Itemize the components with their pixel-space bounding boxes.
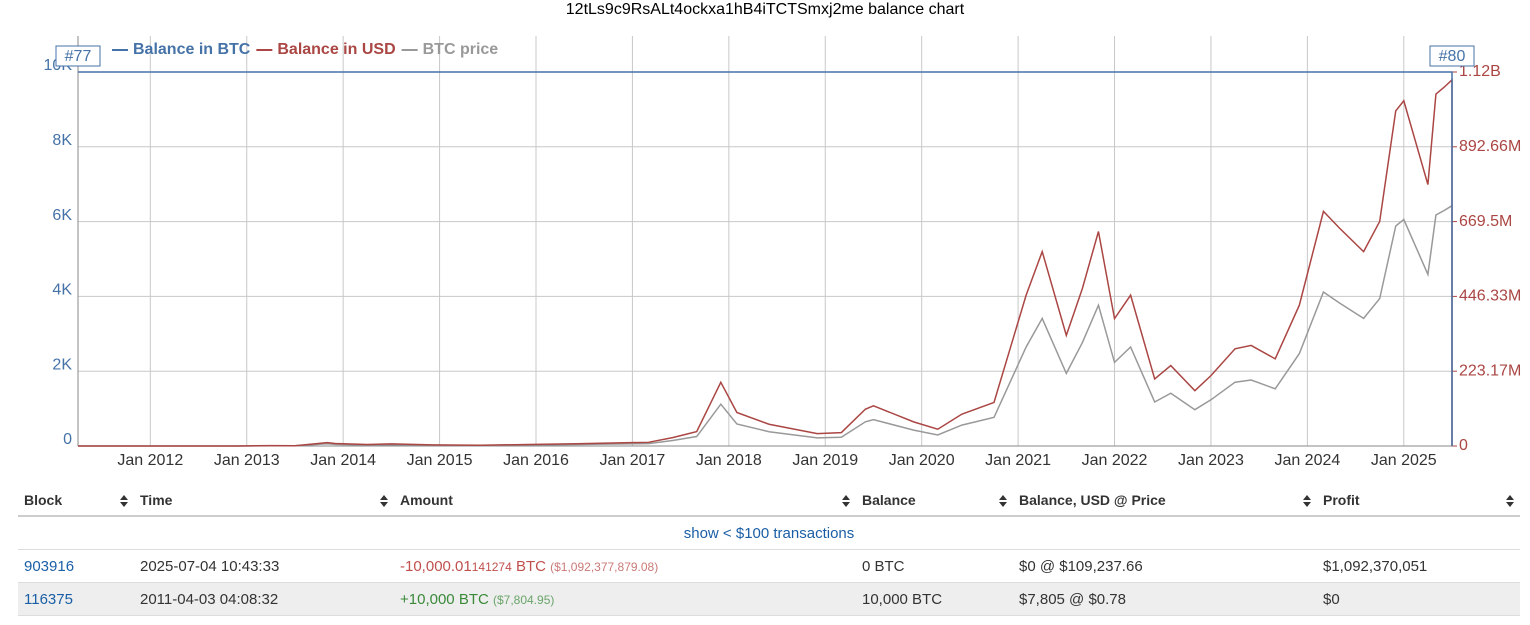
- x-tick-label: Jan 2020: [889, 452, 955, 469]
- header-row: Block Time Amount Balance Balance, USD @…: [18, 485, 1520, 517]
- amount-unit: BTC: [515, 557, 546, 575]
- x-tick-label: Jan 2021: [985, 452, 1051, 469]
- x-tick-label: Jan 2012: [117, 452, 183, 469]
- profit: $1,092,370,051: [1317, 549, 1520, 583]
- y-tick-label: 0: [63, 431, 72, 448]
- legend-label: Balance in BTC: [133, 41, 251, 58]
- col-header[interactable]: Balance, USD @ Price: [1013, 485, 1317, 517]
- show-row: show < $100 transactions: [18, 516, 1520, 550]
- amount-usd: ($1,092,377,879.08): [550, 559, 659, 574]
- x-tick-label: Jan 2024: [1274, 452, 1340, 469]
- legend-label: Balance in USD: [277, 41, 395, 58]
- transactions-table: Block Time Amount Balance Balance, USD @…: [18, 485, 1520, 616]
- y-tick-label: 4K: [52, 282, 72, 299]
- legend-label: BTC price: [423, 41, 499, 58]
- y2-tick-label: 669.5M: [1459, 213, 1512, 230]
- x-tick-label: Jan 2016: [503, 452, 569, 469]
- annotation-box: [55, 45, 101, 67]
- x-tick-label: Jan 2013: [214, 452, 280, 469]
- series-line: [78, 71, 1453, 446]
- series-line: [77, 78, 1453, 447]
- x-tick-label: Jan 2019: [792, 452, 858, 469]
- block-link[interactable]: 116375: [24, 590, 73, 608]
- balance-usd: $0 @ $109,237.66: [1013, 549, 1317, 583]
- x-tick-label: Jan 2023: [1178, 452, 1244, 469]
- block-link[interactable]: 903916: [24, 557, 75, 575]
- x-tick-label: Jan 2017: [599, 452, 665, 469]
- time: 2025-07-04 10:43:33: [134, 549, 394, 583]
- chart-title: 12tLs9c9RsALt4ockxa1hB4iTCTSmxj2me balan…: [566, 1, 965, 18]
- x-tick-label: Jan 2014: [310, 452, 376, 469]
- col-header[interactable]: Amount: [394, 485, 856, 517]
- x-tick-label: Jan 2025: [1371, 452, 1437, 469]
- tx-row: 116375 2011-04-03 04:08:32 +10,000 BTC (…: [18, 582, 1520, 616]
- annotation-box: [1429, 45, 1475, 67]
- y2-tick-label: 223.17M: [1459, 362, 1521, 379]
- y-tick-label: 6K: [52, 207, 72, 224]
- amount: +10,000 BTC ($7,804.95): [394, 582, 856, 616]
- col-header[interactable]: Profit: [1317, 485, 1520, 517]
- amount-unit: BTC: [458, 590, 489, 608]
- balance: 10,000 BTC: [856, 582, 1013, 616]
- col-header[interactable]: Time: [134, 485, 394, 517]
- x-tick-label: Jan 2015: [407, 452, 473, 469]
- chart: 12tLs9c9RsALt4ockxa1hB4iTCTSmxj2me balan…: [44, 1, 1522, 469]
- y-tick-label: 8K: [52, 132, 72, 149]
- col-header[interactable]: Balance: [856, 485, 1013, 517]
- y2-tick-label: 1.12B: [1459, 63, 1501, 80]
- y2-tick-label: 446.33M: [1459, 288, 1521, 305]
- y2-tick-label: 0: [1459, 437, 1468, 454]
- amount-usd: ($7,804.95): [492, 592, 555, 607]
- series-line: [77, 205, 1453, 447]
- profit: $0: [1317, 582, 1520, 616]
- amount-value: -10,000.01: [400, 557, 472, 575]
- balance: 0 BTC: [856, 549, 1013, 583]
- annotation-label: #80: [1439, 48, 1466, 65]
- amount-value: +10,000: [400, 590, 455, 608]
- col-header[interactable]: Block: [18, 485, 134, 517]
- y-tick-label: 2K: [52, 356, 72, 373]
- balance-usd: $7,805 @ $0.78: [1013, 582, 1317, 616]
- y2-tick-label: 892.66M: [1459, 138, 1521, 155]
- x-tick-label: Jan 2022: [1082, 452, 1148, 469]
- x-tick-label: Jan 2018: [696, 452, 762, 469]
- annotation-label: #77: [65, 48, 92, 65]
- show-small-link[interactable]: show < $100 transactions: [683, 524, 855, 542]
- amount: -10,000.01141274 BTC ($1,092,377,879.08): [394, 549, 856, 583]
- amount-digits: 141274: [471, 559, 512, 574]
- tx-row: 903916 2025-07-04 10:43:33 -10,000.01141…: [18, 549, 1520, 583]
- time: 2011-04-03 04:08:32: [134, 582, 394, 616]
